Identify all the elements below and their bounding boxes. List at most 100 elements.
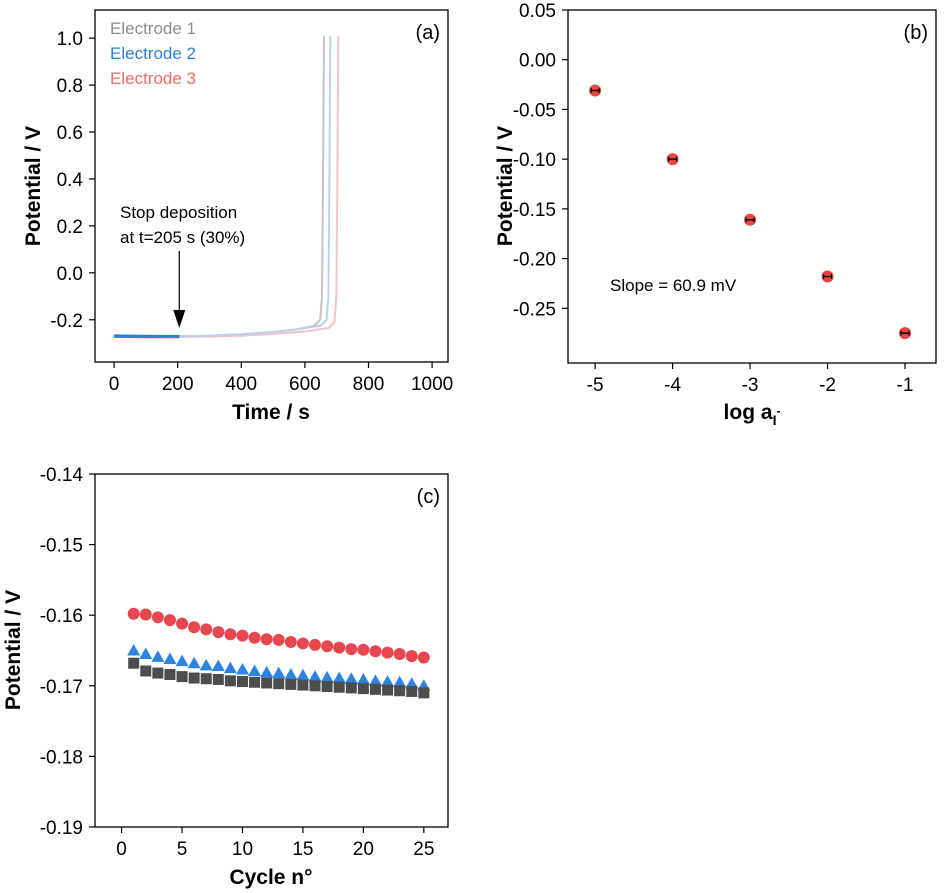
panel-c-y-tick-label: -0.15 (40, 536, 83, 557)
data-point-circle (309, 638, 322, 651)
legend-entry-electrode-1: Electrode 1 (110, 19, 196, 38)
panel-b-chart: -5 -4 -3 -2 -1 0.05 0.00 -0.05 -0.10 -0.15 -0.20 -… (494, 1, 937, 428)
panel-a-chart: 0 200 400 600 800 1000 -0.2 0.0 0.2 0.4 0.6 0.8 1.0… (22, 9, 453, 424)
panel-a-x-tick-label: 200 (162, 374, 194, 395)
panel-b-y-tick-label: -0.25 (513, 299, 556, 320)
panel-b-y-tick-label: 0.00 (519, 51, 556, 72)
panel-a-y-tick-label: 0.8 (57, 76, 83, 97)
panel-c-y-tick-label: -0.17 (40, 677, 83, 698)
slope-annotation: Slope = 60.9 mV (610, 276, 737, 295)
panel-a-y-axis-label: Potential / V (22, 126, 45, 246)
panel-c-chart: 0 5 10 15 20 25 -0.14 -0.15 -0.16 -0.17 -0.18 -0.1… (2, 465, 449, 889)
data-point-triangle (308, 670, 322, 682)
data-point-triangle (284, 668, 298, 680)
data-point-circle (272, 633, 285, 646)
panel-a-y-tick-label: 0.4 (57, 170, 84, 191)
panel-a-x-tick-label: 1000 (411, 374, 453, 395)
data-point-square (297, 679, 309, 691)
data-point-square (333, 681, 345, 693)
data-point-square (261, 677, 273, 689)
panel-c-y-tick-label: -0.14 (40, 465, 84, 486)
data-point-circle (333, 641, 346, 654)
data-point-square (236, 676, 248, 688)
data-point-triangle (187, 656, 201, 669)
data-point-circle (151, 611, 164, 624)
data-point-circle (224, 628, 237, 641)
panel-c-x-tick-label: 20 (353, 839, 374, 860)
panel-a-legend: Electrode 1 Electrode 2 Electrode 3 (110, 19, 196, 88)
panel-b-y-tick-label: -0.05 (513, 100, 556, 121)
panel-a-annotation: Stop deposition at t=205 s (30%) (120, 203, 245, 328)
panel-a-label: (a) (416, 22, 440, 44)
data-point-circle (381, 646, 394, 659)
data-point-square (273, 678, 285, 690)
panel-a-y-tick-label: -0.2 (50, 311, 83, 332)
panel-c-label: (c) (417, 486, 440, 508)
panel-c-y-tick-label: -0.16 (40, 606, 83, 627)
panel-c-x-tick-label: 25 (413, 839, 434, 860)
data-point-square (152, 667, 164, 679)
data-point-circle (417, 651, 430, 664)
data-point-triangle (356, 672, 370, 685)
data-point-circle (163, 614, 176, 627)
data-point-circle (296, 637, 309, 650)
data-point-square (345, 682, 357, 694)
data-point-circle (212, 626, 225, 639)
x-axis-label-main: log a (724, 401, 773, 424)
panel-a-x-tick-label: 400 (225, 374, 257, 395)
panel-a-x-tick-label: 800 (353, 374, 385, 395)
annotation-line-1: Stop deposition (120, 203, 237, 222)
panel-a-y-tick-label: 1.0 (57, 29, 83, 50)
data-point-circle (321, 640, 334, 653)
data-point-circle (345, 643, 358, 656)
panel-c-x-axis-label: Cycle n° (229, 866, 312, 889)
panel-c-x-tick-label: 0 (116, 839, 127, 860)
data-point-triangle (127, 644, 141, 656)
data-point-square (321, 681, 333, 693)
data-point-triangle (320, 670, 334, 683)
data-point-square (249, 676, 261, 688)
data-point-triangle (272, 666, 286, 679)
data-point-square (309, 680, 321, 692)
panel-c-x-tick-label: 15 (292, 839, 313, 860)
panel-a-x-tick-label: 0 (109, 374, 120, 395)
data-point-square (394, 685, 406, 697)
data-point-circle (139, 608, 152, 621)
panel-c-y-tick-label: -0.19 (40, 818, 83, 839)
legend-entry-electrode-2: Electrode 2 (110, 44, 196, 63)
panel-b-y-tick-label: -0.20 (513, 250, 556, 271)
data-point-triangle (260, 665, 274, 678)
panel-b-x-tick-label: -5 (587, 375, 604, 396)
data-point-square (164, 669, 176, 681)
data-point-circle (357, 643, 370, 656)
data-point-circle (248, 631, 261, 644)
data-point-circle (176, 617, 189, 630)
data-point-triangle (368, 674, 382, 686)
data-point (899, 327, 912, 340)
data-point-square (212, 673, 224, 685)
data-point-triangle (139, 647, 153, 660)
data-point-square (357, 683, 369, 695)
x-axis-label-superscript: - (776, 404, 780, 418)
data-point-square (224, 675, 236, 687)
data-point-circle (393, 648, 406, 661)
panel-b-plot-frame (567, 9, 937, 364)
panel-b-x-tick-label: -2 (819, 375, 836, 396)
panel-c-y-tick-label: -0.18 (40, 747, 83, 768)
data-point-triangle (248, 664, 262, 676)
data-point-circle (236, 629, 249, 642)
panel-a-y-tick-label: 0.6 (57, 123, 83, 144)
data-point-square (176, 671, 188, 683)
panel-c-y-axis-label: Potential / V (2, 590, 25, 710)
data-point-circle (200, 623, 213, 636)
data-point-square (140, 665, 152, 677)
data-point-triangle (405, 677, 419, 689)
data-point-square (285, 678, 297, 690)
data-point-triangle (163, 652, 177, 664)
panel-a-y-tick-label: 0.2 (57, 217, 83, 238)
data-point-square (128, 657, 140, 669)
data-point-circle (188, 621, 201, 634)
data-point-square (200, 673, 212, 685)
data-point (744, 213, 757, 226)
panel-a-y-tick-label: 0.0 (57, 264, 83, 285)
